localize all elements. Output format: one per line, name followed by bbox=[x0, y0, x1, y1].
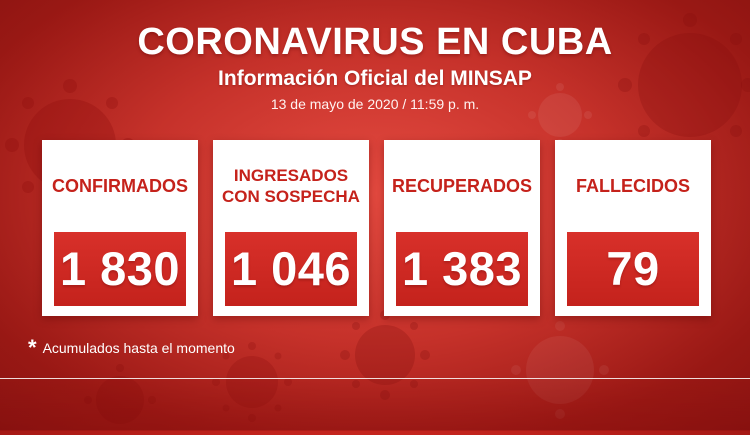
page-subtitle: Información Oficial del MINSAP bbox=[218, 67, 532, 90]
footnote-text: Acumulados hasta el momento bbox=[42, 340, 235, 356]
report-date: 13 de mayo de 2020 / 11:59 p. m. bbox=[270, 96, 480, 112]
stat-card-value-box: 1 046 bbox=[223, 230, 359, 308]
stat-card-value-box: 1 383 bbox=[394, 230, 530, 308]
stat-card-value: 1 830 bbox=[59, 242, 181, 295]
stat-card-ingresados: INGRESADOS CON SOSPECHA 1 046 bbox=[213, 140, 369, 316]
stat-card-value-box: 79 bbox=[565, 230, 701, 308]
stat-card-recuperados: RECUPERADOS 1 383 * bbox=[384, 140, 540, 316]
footnote: * Acumulados hasta el momento bbox=[28, 335, 235, 360]
stat-card-value: 79 bbox=[606, 242, 660, 295]
stat-card-value: 1 046 bbox=[230, 242, 352, 295]
stat-card-label: RECUPERADOS bbox=[386, 142, 538, 230]
stat-card-value: 1 383 bbox=[401, 242, 523, 295]
asterisk-marker: * bbox=[693, 147, 701, 169]
stat-card-label: INGRESADOS CON SOSPECHA bbox=[215, 142, 367, 230]
stat-card-value-box: 1 830 bbox=[52, 230, 188, 308]
bottom-band bbox=[0, 378, 750, 431]
footnote-marker: * bbox=[28, 335, 37, 360]
asterisk-marker: * bbox=[522, 147, 530, 169]
stat-card-fallecidos: FALLECIDOS 79 * bbox=[555, 140, 711, 316]
asterisk-marker: * bbox=[180, 147, 188, 169]
stat-card-confirmados: CONFIRMADOS 1 830 * bbox=[42, 140, 198, 316]
page-title: CORONAVIRUS EN CUBA bbox=[137, 21, 613, 63]
stat-card-label: FALLECIDOS bbox=[557, 142, 709, 230]
virus-icon bbox=[528, 83, 592, 147]
stat-card-label: CONFIRMADOS bbox=[44, 142, 196, 230]
